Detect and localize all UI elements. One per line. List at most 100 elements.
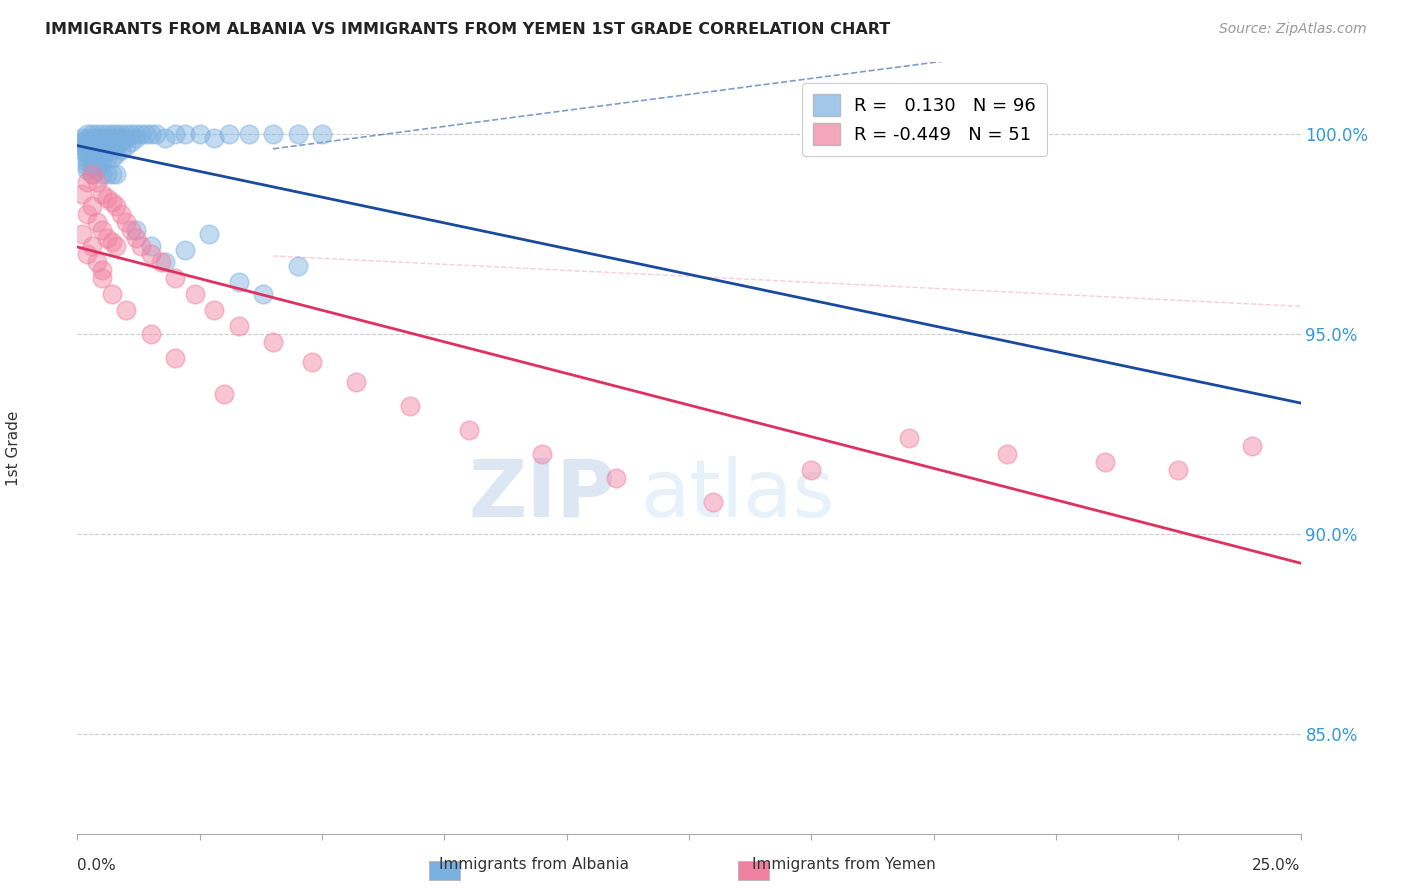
Point [96,128,118,142]
Point [90,152,112,166]
Text: 25.0%: 25.0% [1253,858,1301,873]
Point [252,287,274,301]
Point [100,195,122,210]
Point [76,207,98,221]
Point [80,128,103,142]
Point [110,128,132,142]
Text: ZIP: ZIP [468,456,616,533]
Point [287,260,309,274]
Point [399,399,422,413]
Point [110,136,132,150]
Point [125,128,148,142]
Point [76,160,98,174]
Point [1167,463,1189,477]
Point [184,287,207,301]
Point [76,136,98,150]
Legend: R =   0.130   N = 96, R = -0.449   N = 51: R = 0.130 N = 96, R = -0.449 N = 51 [801,83,1047,156]
Point [120,223,142,237]
Point [70,131,93,145]
Point [120,128,142,142]
Point [80,144,103,158]
Point [86,147,108,161]
Text: 0.0%: 0.0% [77,858,117,873]
Point [96,152,118,166]
Point [1094,455,1116,469]
Point [96,167,118,181]
Point [105,167,128,181]
Point [86,136,108,150]
Point [76,147,98,161]
Point [135,128,157,142]
Point [155,131,177,145]
Point [105,139,128,153]
Text: Source: ZipAtlas.com: Source: ZipAtlas.com [1219,22,1367,37]
Point [344,376,367,390]
Point [100,152,122,166]
Point [605,471,627,485]
Point [165,271,187,285]
Point [90,128,112,142]
Point [90,147,112,161]
Point [90,144,112,158]
Point [70,139,93,153]
Point [262,335,284,350]
Point [90,167,112,181]
Point [110,144,132,158]
Point [115,128,138,142]
Point [100,144,122,158]
Point [149,255,172,269]
Point [139,247,162,261]
Point [105,128,128,142]
Point [115,139,138,153]
Point [80,155,103,169]
Point [165,128,187,142]
Point [86,152,108,166]
Point [80,239,103,253]
Point [76,152,98,166]
Point [70,136,93,150]
Text: Immigrants from Albania: Immigrants from Albania [439,857,630,872]
Point [86,255,108,269]
Point [174,244,197,258]
Point [96,139,118,153]
Point [202,131,225,145]
Point [90,271,112,285]
Point [76,155,98,169]
Point [96,191,118,205]
Point [86,163,108,178]
Point [531,447,554,461]
Point [115,131,138,145]
Point [90,187,112,202]
Text: atlas: atlas [640,456,834,533]
Point [301,355,323,369]
Point [311,128,333,142]
Point [139,327,162,342]
Point [995,447,1018,461]
Point [86,144,108,158]
Point [80,152,103,166]
Point [212,387,235,401]
Point [105,239,128,253]
Text: Immigrants from Yemen: Immigrants from Yemen [752,857,935,872]
Point [96,136,118,150]
Point [76,131,98,145]
Point [129,128,152,142]
Point [100,167,122,181]
Point [80,147,103,161]
Point [139,239,162,253]
Point [80,167,103,181]
Point [70,144,93,158]
Point [228,276,250,290]
Point [90,136,112,150]
Point [105,147,128,161]
Point [100,139,122,153]
Point [86,160,108,174]
Point [125,223,148,237]
Point [90,139,112,153]
Point [800,463,823,477]
Point [125,231,148,245]
Point [228,319,250,334]
Point [218,128,240,142]
Point [90,263,112,277]
Point [90,223,112,237]
